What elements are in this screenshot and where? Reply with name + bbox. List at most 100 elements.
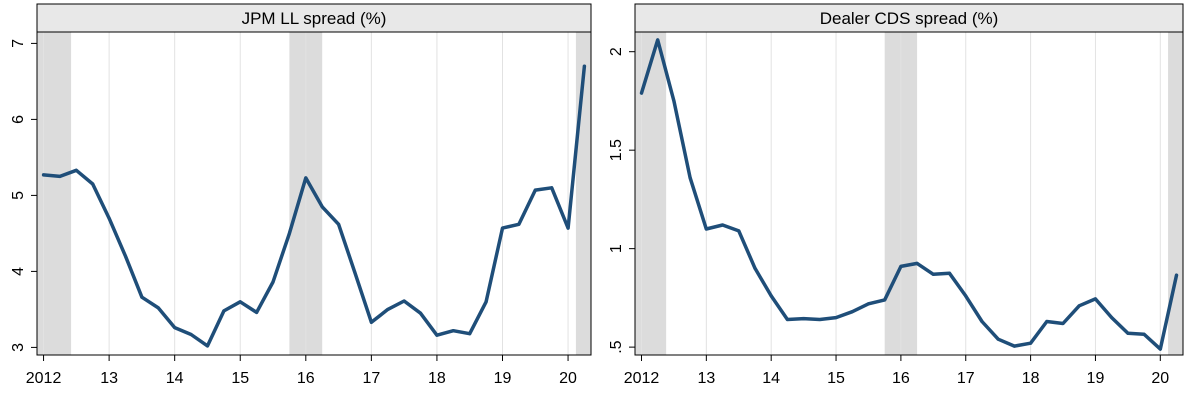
data-point xyxy=(1045,320,1049,324)
data-point xyxy=(688,176,692,180)
chart-title: JPM LL spread (%) xyxy=(242,9,387,28)
y-tick-label: 1.5 xyxy=(608,139,625,161)
data-point xyxy=(205,344,209,348)
x-tick-label: 19 xyxy=(494,370,512,387)
shaded-period xyxy=(37,32,72,355)
data-point xyxy=(818,318,822,322)
data-point xyxy=(948,271,952,275)
data-point xyxy=(737,229,741,233)
data-point xyxy=(899,264,903,268)
data-point xyxy=(1012,344,1016,348)
x-tick-label: 2012 xyxy=(26,370,62,387)
data-point xyxy=(107,216,111,220)
data-point xyxy=(402,299,406,303)
shaded-period xyxy=(1168,32,1183,355)
data-point xyxy=(435,333,439,337)
data-point xyxy=(883,298,887,302)
data-point xyxy=(785,318,789,322)
x-tick-label: 2012 xyxy=(624,370,660,387)
data-point xyxy=(566,226,570,230)
data-point xyxy=(353,271,357,275)
data-point xyxy=(386,307,390,311)
y-tick-label: .5 xyxy=(608,340,625,353)
plot-frame xyxy=(634,31,1184,356)
data-point xyxy=(802,317,806,321)
data-point xyxy=(255,310,259,314)
data-point xyxy=(931,272,935,276)
data-point xyxy=(533,188,537,192)
y-tick-label: 3 xyxy=(10,343,27,352)
data-point xyxy=(672,99,676,103)
y-tick-label: 7 xyxy=(10,39,27,48)
data-point xyxy=(369,320,373,324)
data-point xyxy=(850,310,854,314)
data-point xyxy=(550,186,554,190)
data-point xyxy=(582,64,586,68)
data-point xyxy=(484,300,488,304)
title-bar xyxy=(634,3,1184,33)
data-point xyxy=(915,261,919,265)
data-point xyxy=(1110,316,1114,320)
title-bar xyxy=(36,3,592,33)
data-point xyxy=(468,332,472,336)
x-tick-label: 16 xyxy=(892,370,910,387)
x-tick-label: 16 xyxy=(297,370,315,387)
x-tick-label: 20 xyxy=(1151,370,1169,387)
y-tick-label: 4 xyxy=(10,267,27,276)
data-point xyxy=(91,182,95,186)
data-point xyxy=(517,222,521,226)
chart-title: Dealer CDS spread (%) xyxy=(820,9,999,28)
data-point xyxy=(271,280,275,284)
data-point xyxy=(1158,347,1162,351)
data-point xyxy=(287,231,291,235)
x-tick-label: 14 xyxy=(166,370,184,387)
y-tick-label: 6 xyxy=(10,115,27,124)
data-point xyxy=(834,316,838,320)
data-point xyxy=(1126,331,1130,335)
data-point xyxy=(320,205,324,209)
data-point xyxy=(964,294,968,298)
data-point xyxy=(58,174,62,178)
data-point xyxy=(419,311,423,315)
series-line xyxy=(41,64,587,348)
x-tick-label: 17 xyxy=(362,370,380,387)
x-tick-label: 17 xyxy=(957,370,975,387)
data-point xyxy=(451,329,455,333)
data-point xyxy=(42,173,46,177)
shaded-period xyxy=(635,32,667,355)
data-point xyxy=(1077,304,1081,308)
x-tick-label: 13 xyxy=(697,370,715,387)
data-point xyxy=(337,222,341,226)
data-point xyxy=(1175,273,1179,277)
data-point xyxy=(656,38,660,42)
data-point xyxy=(753,266,757,270)
data-point xyxy=(124,254,128,258)
data-point xyxy=(980,320,984,324)
data-point xyxy=(238,300,242,304)
data-point xyxy=(1061,321,1065,325)
panel-dealer-cds-spread: Dealer CDS spread (%)2012 13 14 15 16 17 18 19 2… xyxy=(608,3,1184,387)
x-tick-label: 20 xyxy=(559,370,577,387)
data-point xyxy=(1142,332,1146,336)
y-tick-label: 2 xyxy=(608,47,625,56)
data-point xyxy=(639,91,643,95)
data-point xyxy=(866,302,870,306)
x-tick-label: 19 xyxy=(1087,370,1105,387)
data-point xyxy=(173,326,177,330)
x-tick-label: 18 xyxy=(428,370,446,387)
data-point xyxy=(704,227,708,231)
data-point xyxy=(140,295,144,299)
y-tick-label: 1 xyxy=(608,244,625,253)
panel-jpm-ll-spread: JPM LL spread (%) 2012 13 14 15 16 17 18 19 20 3 4 5… xyxy=(10,3,592,387)
data-point xyxy=(1029,341,1033,345)
data-point xyxy=(1093,297,1097,301)
data-point xyxy=(721,223,725,227)
x-tick-label: 15 xyxy=(231,370,249,387)
x-tick-label: 18 xyxy=(1022,370,1040,387)
x-tick-label: 13 xyxy=(100,370,118,387)
data-point xyxy=(304,176,308,180)
data-point xyxy=(769,294,773,298)
series-line xyxy=(639,38,1179,351)
y-tick-label: 5 xyxy=(10,191,27,200)
